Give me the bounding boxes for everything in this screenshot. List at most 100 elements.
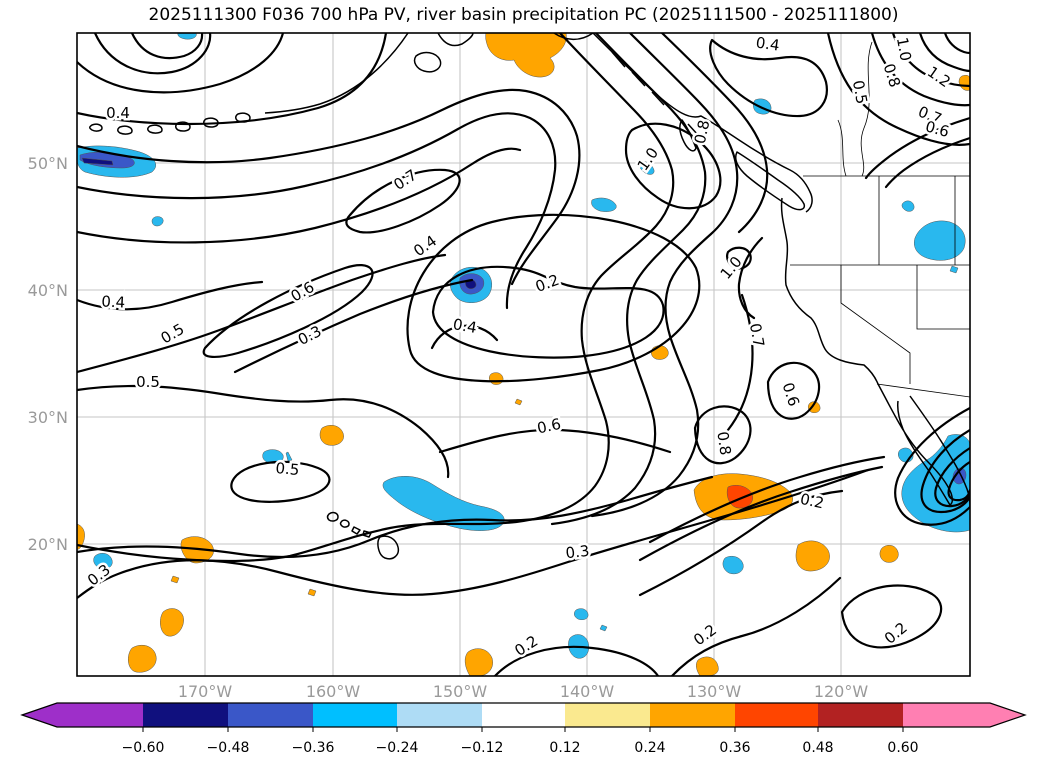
x-tick-label: 140°W <box>560 682 615 701</box>
coastlines <box>89 33 970 560</box>
coastline <box>339 519 350 528</box>
precip-patch-cyan <box>901 200 915 212</box>
pv-contour <box>431 265 665 359</box>
y-tick-label: 30°N <box>28 408 68 427</box>
coastline <box>362 530 372 538</box>
contour-label: 0.3 <box>565 542 591 562</box>
colorbar: −0.60 −0.48 −0.36 −0.24 −0.12 0.12 0.24 0.36 0.4… <box>20 702 1027 756</box>
contour-label: 0.3 <box>295 322 324 349</box>
precip-patch-orange <box>485 33 567 78</box>
pv-contour <box>737 236 764 320</box>
state-borders <box>790 41 970 398</box>
pv-contour <box>918 33 970 73</box>
colorbar-segment <box>57 703 143 727</box>
pv-contour <box>624 122 722 210</box>
pv-contour <box>943 33 970 55</box>
border-line <box>916 265 970 330</box>
pv-contour <box>77 33 285 94</box>
chart-title: 2025111300 F036 700 hPa PV, river basin … <box>148 5 899 25</box>
contour-label: 0.6 <box>535 415 562 438</box>
pv-contour-lines <box>77 33 970 676</box>
contour-label: 0.8 <box>691 118 714 145</box>
pv-contour <box>77 475 714 559</box>
pv-contour <box>648 455 886 544</box>
colorbar-segment <box>482 703 565 727</box>
pv-contour <box>77 88 581 286</box>
colorbar-segment <box>228 703 313 727</box>
pv-contour <box>406 213 701 383</box>
x-tick-label: 120°W <box>814 682 869 701</box>
pv-contour <box>345 168 461 234</box>
pv-contour <box>77 147 522 244</box>
colorbar-tick-label: 0.36 <box>719 740 750 756</box>
precip-patch-cyan <box>382 476 505 531</box>
coastline <box>203 117 219 128</box>
colorbar-segment <box>735 703 818 727</box>
map-frame <box>76 32 971 677</box>
precip-patch-navy <box>81 157 114 166</box>
pv-contour <box>77 253 447 374</box>
pv-contour <box>864 116 970 180</box>
coastline <box>553 33 594 41</box>
colorbar-tick-label: −0.48 <box>207 740 250 756</box>
pv-contour <box>920 428 970 514</box>
coastline <box>89 123 103 132</box>
precip-patch-orange <box>170 575 180 584</box>
precip-patch-cyan <box>599 624 608 632</box>
pv-contour <box>233 278 474 374</box>
precip-patch-cyan <box>591 197 617 212</box>
precip-patch-cyan <box>151 216 164 227</box>
precip-shading <box>77 33 970 676</box>
pv-contour <box>726 293 754 432</box>
coastline <box>437 33 474 47</box>
pv-contour <box>638 489 844 597</box>
precip-patch-cyan <box>93 552 113 570</box>
pv-contour <box>894 406 970 526</box>
pv-contour <box>766 361 821 420</box>
y-tick-label: 50°N <box>28 154 68 173</box>
precip-patch-orange <box>696 656 719 676</box>
contour-label: 0.6 <box>923 117 951 141</box>
contour-label: 0.4 <box>452 315 479 337</box>
contour-label: 1.0 <box>893 36 915 63</box>
border-line <box>840 265 911 384</box>
pv-contour <box>77 384 450 479</box>
coastline <box>326 511 339 522</box>
precip-patch-cyan <box>914 220 966 261</box>
pv-contour <box>726 246 752 270</box>
pv-contour <box>947 460 970 502</box>
pv-contour <box>884 136 970 189</box>
colorbar-segment <box>565 703 650 727</box>
x-tick-label: 150°W <box>433 682 488 701</box>
contour-label: 0.5 <box>136 373 160 391</box>
coastline <box>592 33 813 213</box>
x-axis-tick-labels: 170°W 160°W 150°W 140°W 130°W 120°W <box>178 682 869 701</box>
x-tick-label: 170°W <box>178 682 233 701</box>
pv-contour <box>430 324 499 350</box>
pv-contour <box>77 112 557 310</box>
coastline <box>377 535 400 560</box>
colorbar-segment <box>397 703 482 727</box>
pv-contour <box>230 460 331 503</box>
colorbar-right-arrow <box>990 703 1025 727</box>
precip-patch-orange <box>307 588 317 597</box>
colorbar-tick-label: −0.24 <box>376 740 419 756</box>
precip-patch-orange <box>160 608 184 637</box>
y-tick-label: 40°N <box>28 281 68 300</box>
coastline <box>175 121 191 132</box>
contour-label: 0.5 <box>849 79 871 106</box>
pv-contour <box>493 645 660 676</box>
precip-patch-cyan <box>638 161 655 175</box>
precip-patch-cyan <box>753 98 772 115</box>
coastline <box>235 112 251 123</box>
precip-patch-orange <box>651 345 669 360</box>
pv-contour <box>130 33 204 60</box>
coastline <box>679 119 697 152</box>
pv-contour <box>870 33 970 107</box>
precip-patch-orange <box>514 398 523 406</box>
contour-label: 1.0 <box>634 144 662 174</box>
contour-label: 0.7 <box>746 322 768 349</box>
precip-patch-orange <box>77 523 85 550</box>
coastline <box>669 107 682 121</box>
